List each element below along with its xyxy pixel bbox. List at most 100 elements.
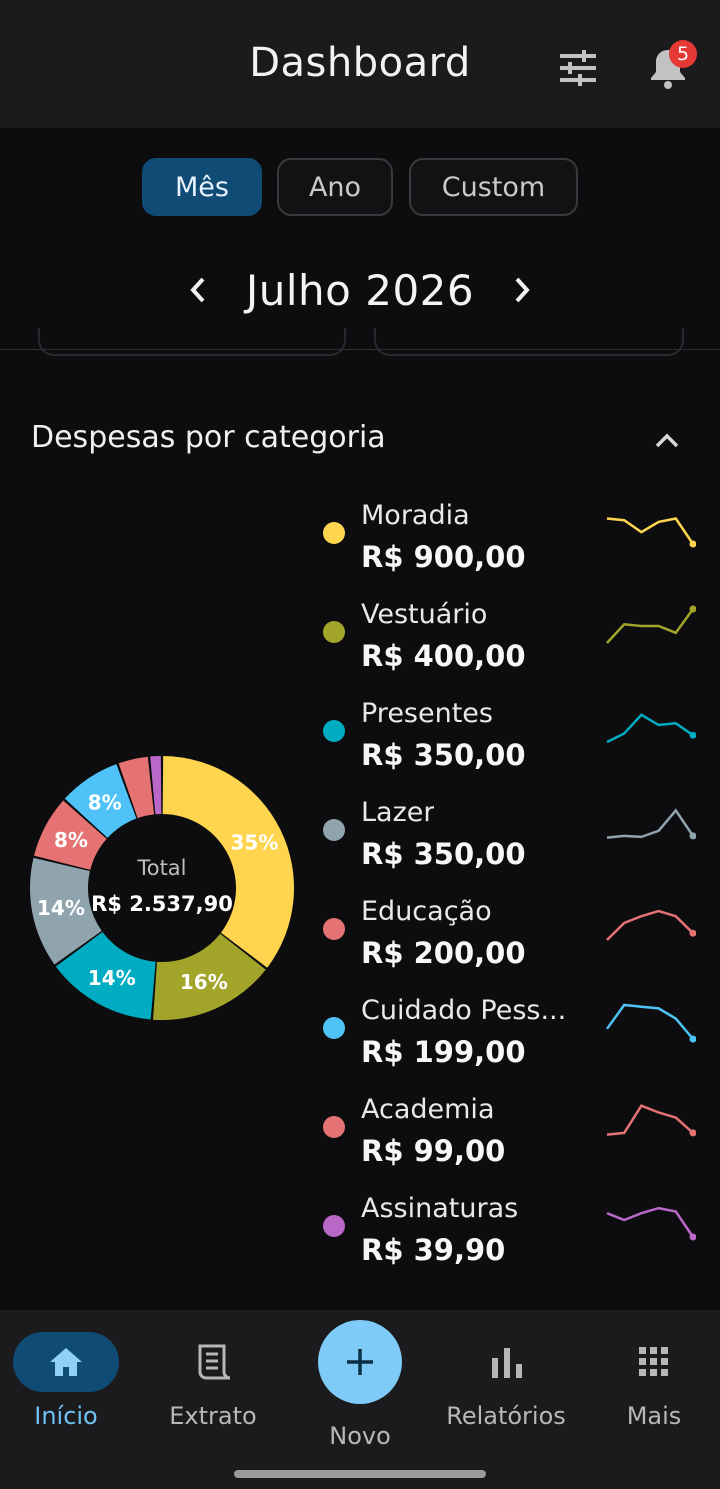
legend-category-name: Cuidado Pess... (361, 995, 567, 1026)
legend-category-name: Presentes (361, 698, 493, 729)
legend-color-dot (323, 1017, 345, 1039)
legend-item[interactable]: Moradia R$ 900,00 (0, 500, 720, 580)
sliders-icon (560, 50, 596, 86)
previous-period-button[interactable] (184, 274, 212, 306)
donut-percent-label: 14% (88, 966, 136, 990)
legend-category-value: R$ 350,00 (361, 738, 526, 772)
legend-color-dot (323, 621, 345, 643)
donut-percent-label: 35% (231, 831, 279, 855)
legend-category-value: R$ 900,00 (361, 540, 526, 574)
donut-slice (162, 756, 295, 968)
donut-slice (150, 756, 162, 815)
donut-slice (55, 931, 156, 1020)
period-label: Julho 2026 (245, 266, 475, 315)
legend-category-value: R$ 199,00 (361, 1035, 526, 1069)
filter-button[interactable] (556, 48, 600, 88)
donut-slice (34, 800, 107, 870)
trend-line (606, 713, 694, 744)
legend-color-dot (323, 819, 345, 841)
nav-item-statement[interactable]: Extrato (140, 1310, 290, 1440)
legend-item[interactable]: Educação R$ 200,00 (0, 896, 720, 976)
donut-percent-label: 8% (54, 828, 88, 852)
chevron-right-icon (515, 277, 530, 303)
trend-sparkline (606, 713, 696, 744)
legend-category-value: R$ 400,00 (361, 639, 526, 673)
trend-line (606, 1104, 694, 1136)
legend-color-dot (323, 918, 345, 940)
trend-endpoint (689, 929, 696, 937)
legend-category-value: R$ 99,00 (361, 1134, 506, 1168)
donut-percent-label: 16% (180, 970, 228, 994)
new-transaction-button[interactable] (318, 1320, 402, 1404)
bar-chart-icon (492, 1348, 522, 1378)
trend-sparkline (606, 517, 696, 548)
summary-card-peek (38, 328, 346, 356)
trend-line (606, 608, 695, 644)
expenses-donut-chart[interactable]: 35% 16% 14% 14% 8%8% Total R$ 2.537,90 (28, 754, 296, 1022)
trend-endpoint (689, 1129, 696, 1137)
app-header: Dashboard 5 (0, 0, 720, 128)
trend-sparkline (605, 1003, 696, 1043)
period-navigator: Julho 2026 (0, 258, 720, 322)
legend-category-name: Assinaturas (361, 1193, 519, 1224)
plus-icon (347, 1349, 373, 1375)
nav-label-more: Mais (626, 1402, 682, 1430)
legend-category-name: Moradia (361, 500, 470, 531)
nav-item-reports[interactable]: Relatórios (430, 1310, 590, 1440)
nav-item-more[interactable]: Mais (586, 1310, 720, 1440)
legend-item[interactable]: Presentes R$ 350,00 (0, 698, 720, 778)
page-title: Dashboard (249, 40, 471, 86)
tab-custom[interactable]: Custom (409, 158, 578, 216)
trend-sparkline (606, 1206, 696, 1241)
donut-slice (153, 933, 266, 1020)
nav-label-reports: Relatórios (446, 1402, 566, 1430)
next-period-button[interactable] (508, 274, 536, 306)
trend-line (606, 517, 695, 545)
receipt-icon (198, 1344, 231, 1380)
trend-sparkline (606, 1104, 696, 1137)
legend-item[interactable]: Cuidado Pess... R$ 199,00 (0, 995, 720, 1075)
nav-item-home[interactable]: Início (0, 1310, 132, 1440)
legend-category-value: R$ 39,90 (361, 1233, 506, 1267)
summary-card-peek (374, 328, 684, 356)
trend-sparkline (606, 909, 696, 941)
tab-year[interactable]: Ano (277, 158, 393, 216)
home-indicator (234, 1470, 486, 1478)
donut-slice (64, 764, 137, 838)
collapse-button[interactable] (652, 426, 682, 454)
notification-badge: 5 (669, 40, 697, 68)
trend-endpoint (689, 1233, 696, 1241)
legend-color-dot (323, 1116, 345, 1138)
legend-category-name: Educação (361, 896, 492, 927)
legend-color-dot (323, 522, 345, 544)
tab-month[interactable]: Mês (142, 158, 262, 216)
legend-color-dot (323, 720, 345, 742)
legend-category-value: R$ 200,00 (361, 936, 526, 970)
trend-endpoint (689, 605, 696, 613)
legend-category-value: R$ 350,00 (361, 837, 526, 871)
donut-percent-label: 8% (88, 790, 122, 814)
trend-endpoint (689, 540, 696, 548)
legend-color-dot (323, 1215, 345, 1237)
nav-label-statement: Extrato (169, 1402, 257, 1430)
home-icon (50, 1348, 82, 1376)
trend-sparkline (606, 605, 696, 644)
chevron-left-icon (190, 277, 205, 303)
nav-label-home: Início (34, 1402, 98, 1430)
legend-item[interactable]: Academia R$ 99,00 (0, 1094, 720, 1174)
trend-line (606, 808, 695, 839)
trend-line (605, 1003, 694, 1040)
legend-category-name: Academia (361, 1094, 495, 1125)
trend-line (606, 1206, 695, 1238)
legend-category-name: Lazer (361, 797, 435, 828)
legend-item[interactable]: Lazer R$ 350,00 (0, 797, 720, 877)
legend-category-name: Vestuário (361, 599, 488, 630)
nav-label-new: Novo (329, 1422, 391, 1450)
legend-item[interactable]: Vestuário R$ 400,00 (0, 599, 720, 679)
trend-endpoint (689, 1035, 696, 1043)
grid-icon (639, 1347, 668, 1376)
legend-item[interactable]: Assinaturas R$ 39,90 (0, 1193, 720, 1273)
donut-center-label: Total (136, 856, 186, 880)
trend-line (606, 909, 694, 941)
trend-endpoint (689, 731, 696, 739)
